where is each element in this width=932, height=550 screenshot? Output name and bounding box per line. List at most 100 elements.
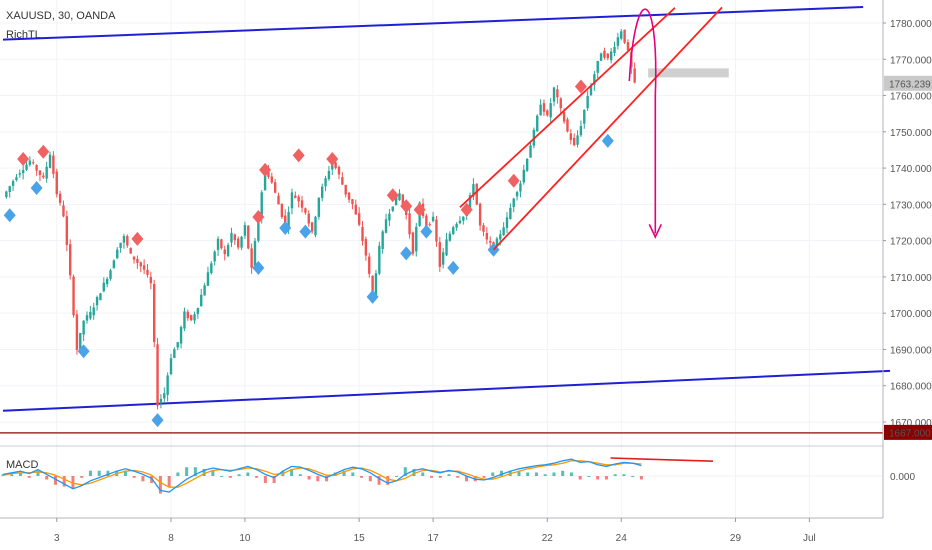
swing-low-marker (252, 260, 265, 275)
candle-body (485, 233, 489, 240)
candle-body (169, 358, 173, 375)
macd-histogram-bar (499, 470, 503, 476)
candle-body (337, 166, 341, 175)
candle-body (280, 203, 284, 217)
candle-body (226, 244, 230, 257)
macd-histogram-bar (526, 472, 530, 476)
candle-body (35, 165, 38, 171)
projection-arrow (628, 8, 657, 234)
candle-body (32, 162, 35, 164)
macd-histogram-bar (613, 474, 617, 476)
price-tick-label: 1780.000 (890, 19, 932, 30)
candle-body (206, 272, 210, 286)
candle-body (468, 195, 472, 211)
candle-body (112, 260, 116, 269)
candle-body (361, 226, 364, 242)
candle-body (616, 37, 620, 46)
macd-histogram-bar (342, 470, 346, 476)
candle-body (166, 375, 169, 395)
candle-body (253, 240, 257, 270)
swing-high-marker (17, 152, 30, 167)
candle-body (213, 251, 216, 262)
macd-histogram-bar (80, 476, 84, 478)
candle-body (505, 217, 509, 228)
candle-body (247, 225, 250, 249)
macd-histogram-bar (534, 472, 538, 476)
macd-histogram-bar (18, 472, 22, 476)
macd-histogram-bar (27, 476, 31, 478)
candle-body (176, 342, 179, 348)
candle-body (156, 344, 159, 406)
price-tick-label: 1700.000 (890, 309, 932, 320)
candle-body (92, 307, 95, 316)
candle-body (257, 215, 260, 241)
macd-histogram-bar (307, 476, 311, 480)
macd-histogram-bar (255, 476, 259, 478)
swing-high-marker (386, 188, 399, 203)
candle-body (441, 252, 445, 265)
candle-body (549, 103, 552, 118)
candle-body (381, 231, 384, 250)
macd-histogram-bar (53, 476, 57, 485)
candle-body (186, 311, 189, 319)
candle-body (583, 109, 586, 124)
macd-histogram-bar (325, 476, 329, 482)
candle-body (11, 181, 15, 186)
candle-body (364, 239, 368, 256)
candle-body (294, 195, 297, 198)
candle-body (519, 183, 522, 192)
candle-body (223, 249, 226, 255)
price-tick-label: 1710.000 (890, 273, 932, 284)
candle-body (142, 265, 146, 270)
price-tick-label: 1690.000 (890, 345, 932, 356)
candle-body (609, 51, 613, 61)
candle-body (515, 192, 519, 197)
candle-body (321, 186, 324, 198)
trend-drawings (0, 6, 891, 434)
candle-body (119, 242, 122, 248)
macd-histogram-bar (596, 476, 600, 480)
candle-body (623, 29, 626, 43)
candle-body (324, 178, 327, 187)
candle-body (159, 398, 163, 404)
price-tick-label: 1760.000 (890, 92, 932, 103)
macd-histogram-bar (631, 476, 635, 477)
candle-body (428, 224, 431, 226)
candle-body (116, 249, 119, 259)
red-channel-lower (492, 6, 723, 251)
macd-histogram-bar (386, 476, 390, 485)
candle-body (438, 242, 441, 267)
macd-histogram-bar (316, 476, 320, 482)
macd-histogram-bar (569, 472, 573, 476)
macd-histogram-bar (377, 476, 381, 485)
candle-body (25, 164, 28, 170)
candle-body (304, 208, 307, 213)
candle-body (626, 42, 630, 51)
macd-histogram-bar (228, 476, 232, 478)
macd-signal-line (2, 460, 642, 488)
candle-body (431, 216, 435, 222)
candle-body (210, 263, 213, 274)
candle-body (371, 275, 374, 295)
swing-low-marker (366, 289, 379, 304)
candle-body (559, 98, 562, 109)
candle-body (606, 53, 609, 59)
candle-body (273, 182, 277, 193)
macd-histogram-bar (403, 467, 407, 476)
candle-body (539, 104, 542, 116)
candle-body (512, 198, 515, 207)
blue-upper-trendline (2, 6, 864, 41)
macd-histogram-bar (211, 470, 215, 476)
candle-body (203, 285, 206, 296)
candle-body (173, 349, 176, 359)
macd-histogram-bar (491, 472, 495, 476)
macd-histogram-bar (71, 476, 75, 489)
swing-high-marker (400, 199, 413, 214)
indicator-label: RichTL (6, 29, 41, 41)
current-price-label: 1763.239 (889, 79, 931, 90)
candle-body (603, 50, 606, 58)
macd-histogram-bar (246, 472, 250, 476)
